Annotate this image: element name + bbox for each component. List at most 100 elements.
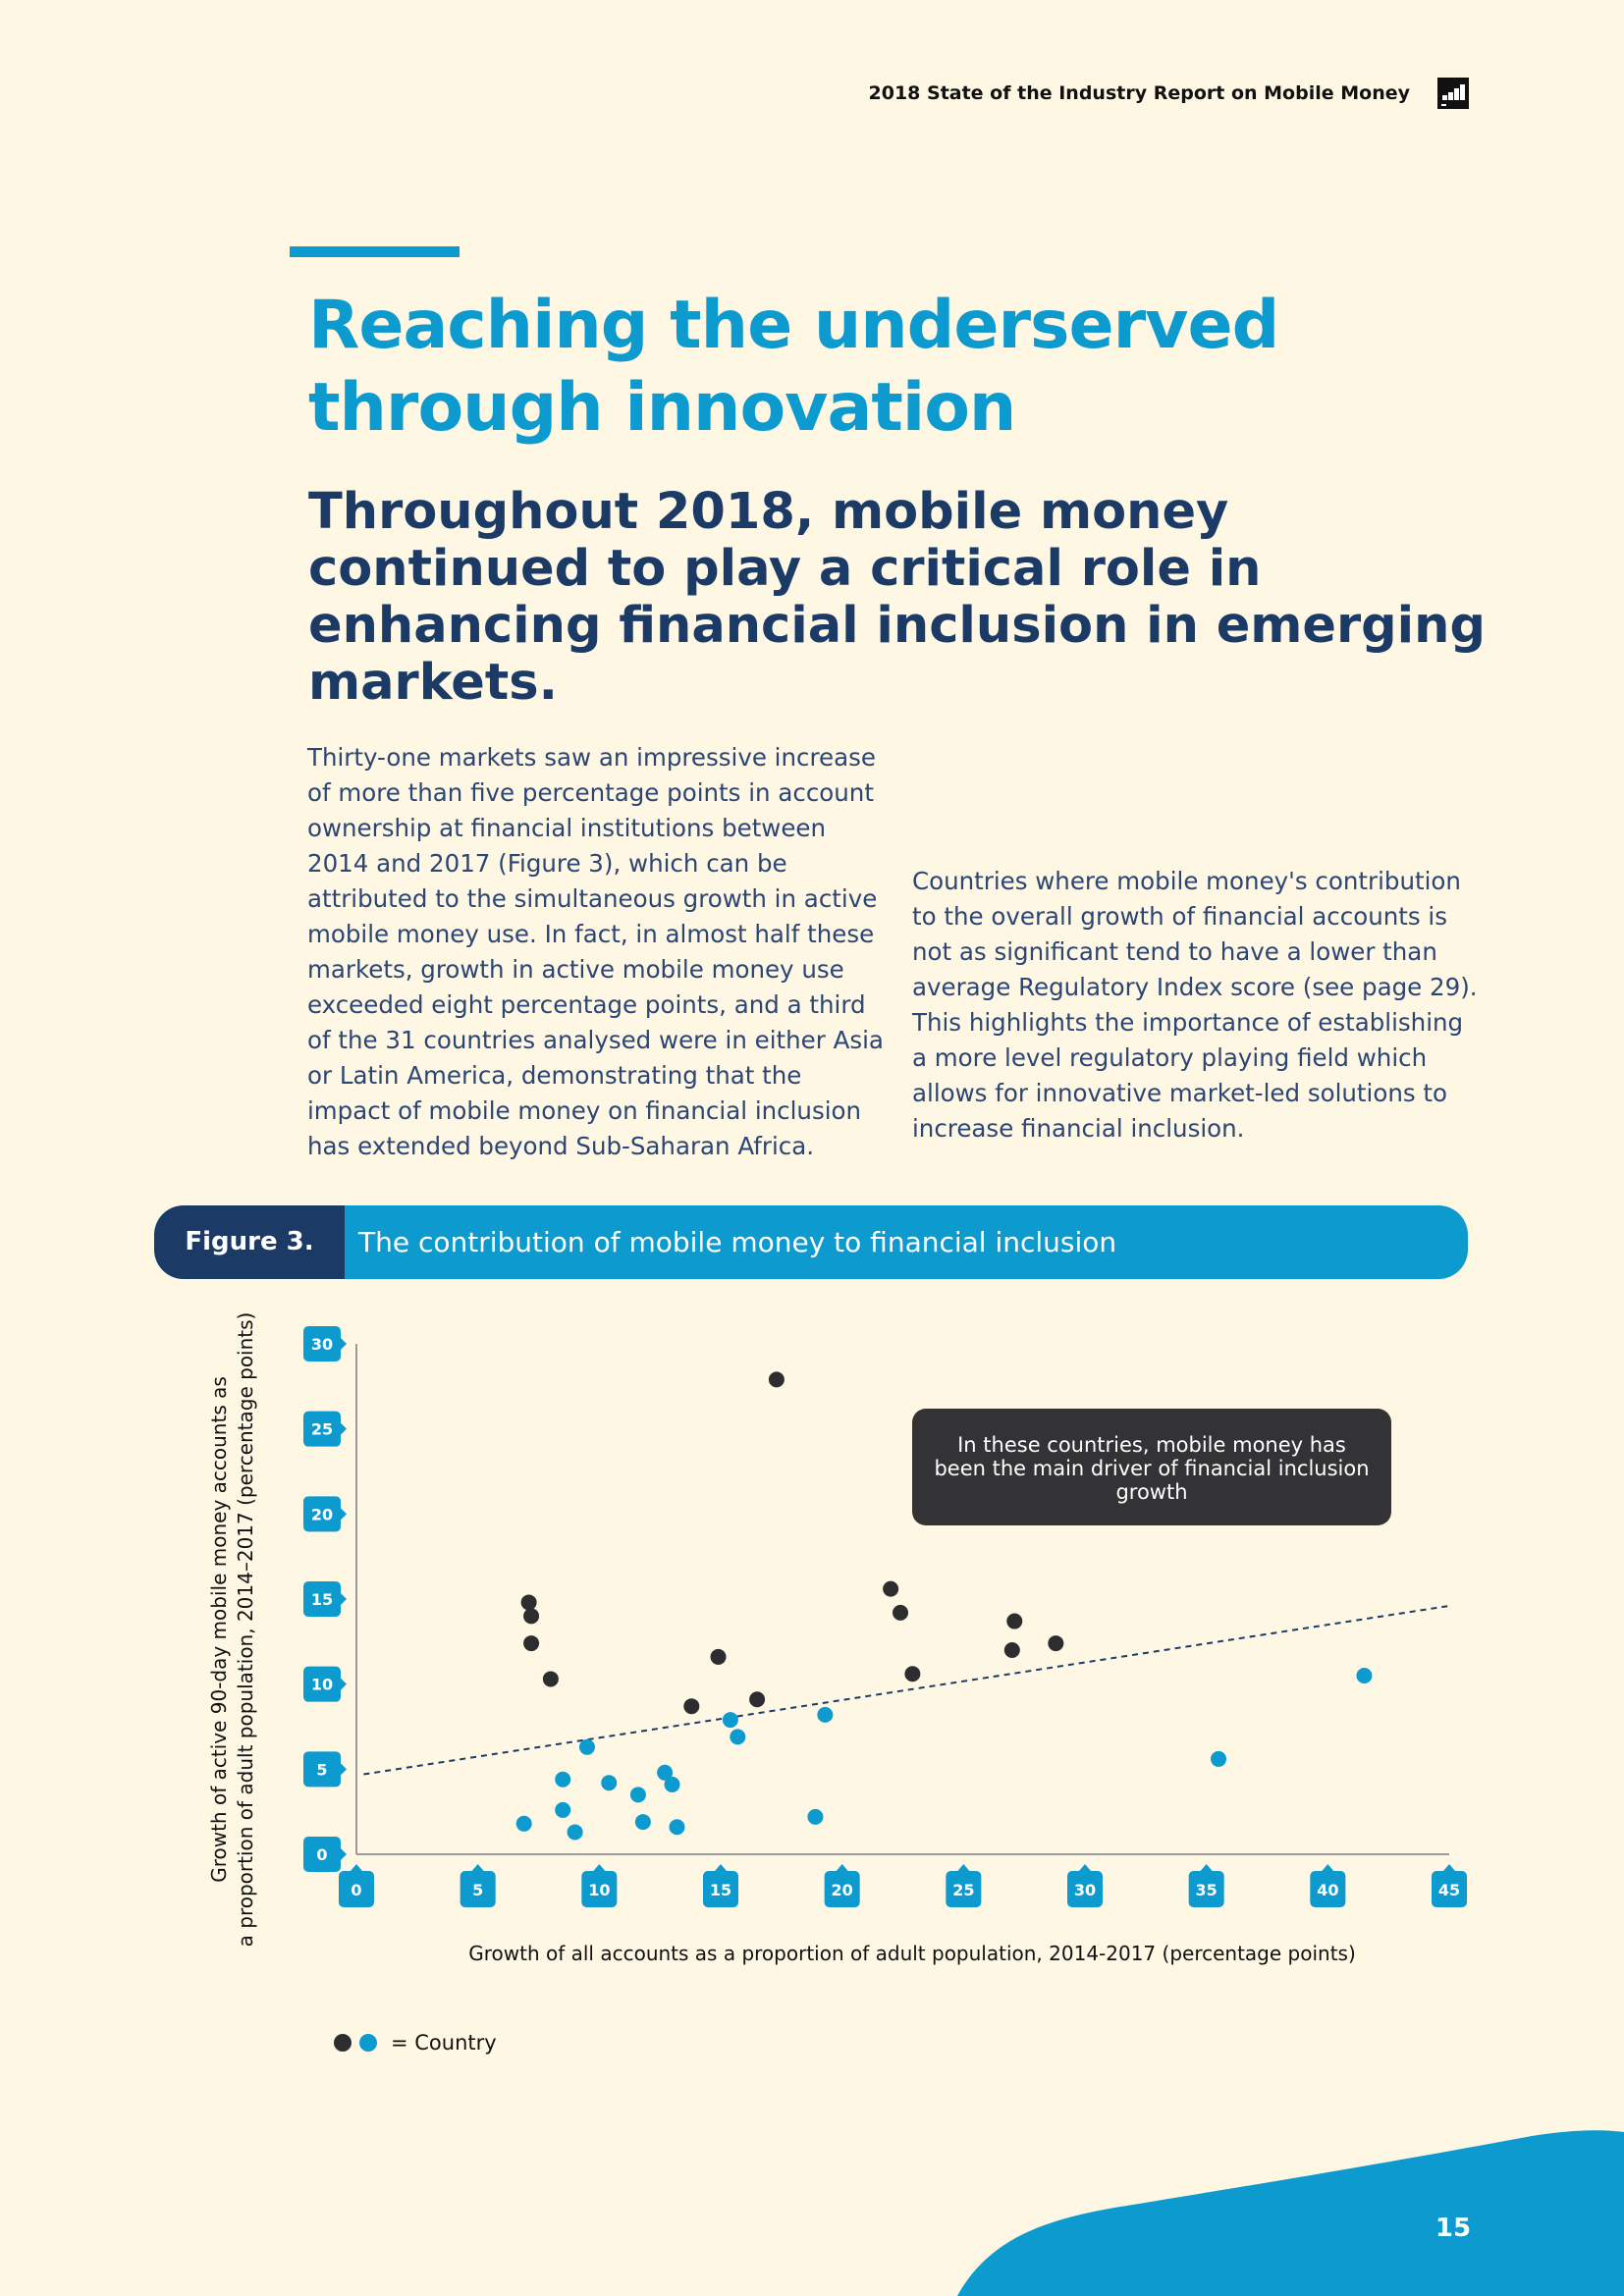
x-tick-45: 45 [1432, 1864, 1467, 1907]
x-tick-badge [581, 1871, 618, 1907]
x-tick-15: 15 [703, 1864, 738, 1907]
data-point-s0-8 [883, 1580, 899, 1597]
x-tick-label: 15 [710, 1881, 731, 1899]
y-tick-label: 30 [311, 1335, 333, 1354]
y-tick-label: 0 [316, 1845, 327, 1864]
x-tick-5: 5 [460, 1864, 496, 1907]
body-column-right: Countries where mobile money's contribut… [912, 740, 1482, 1162]
data-point-s1-11 [722, 1712, 738, 1729]
y-tick-label: 5 [316, 1760, 327, 1779]
page-title: Reaching the underserved through innovat… [308, 287, 1279, 447]
x-tick-arrow [1200, 1864, 1213, 1871]
x-tick-badge [703, 1871, 738, 1907]
data-point-s0-4 [683, 1698, 700, 1715]
figure-title: The contribution of mobile money to fina… [358, 1226, 1117, 1258]
x-tick-label: 45 [1438, 1881, 1460, 1899]
body-paragraph-2: Countries where mobile money's contribut… [912, 867, 1478, 1143]
y-tick-badge [303, 1411, 341, 1447]
gsma-logo-icon [1437, 78, 1469, 109]
y-tick-15: 15 [303, 1581, 347, 1617]
y-tick-10: 10 [303, 1666, 347, 1702]
data-point-s1-4 [578, 1738, 595, 1755]
x-tick-badge [1310, 1871, 1346, 1907]
x-tick-0: 0 [339, 1864, 374, 1907]
data-point-s1-14 [817, 1706, 834, 1723]
x-tick-label: 5 [472, 1881, 483, 1899]
page-subtitle: Throughout 2018, mobile money continued … [308, 483, 1486, 712]
x-tick-badge [824, 1871, 860, 1907]
y-tick-arrow [341, 1593, 347, 1605]
y-tick-20: 20 [303, 1496, 347, 1532]
data-point-s1-16 [1356, 1668, 1373, 1683]
y-tick-arrow [341, 1338, 347, 1350]
data-point-s0-2 [523, 1635, 540, 1652]
x-tick-arrow [1443, 1864, 1455, 1871]
data-point-s1-1 [555, 1771, 571, 1788]
body-paragraph-1: Thirty-one markets saw an impressive inc… [307, 743, 884, 1160]
x-tick-35: 35 [1188, 1864, 1224, 1907]
y-tick-arrow [341, 1678, 347, 1690]
x-tick-arrow [471, 1864, 484, 1871]
data-point-s0-0 [520, 1594, 537, 1611]
y-tick-label: 10 [311, 1676, 333, 1694]
x-tick-30: 30 [1067, 1864, 1103, 1907]
y-tick-badge [303, 1581, 341, 1617]
y-tick-label: 25 [311, 1420, 333, 1439]
x-tick-arrow [1322, 1864, 1334, 1871]
y-tick-label: 15 [311, 1590, 333, 1609]
y-tick-badge [303, 1666, 341, 1702]
x-tick-label: 20 [832, 1881, 853, 1899]
x-tick-label: 30 [1074, 1881, 1096, 1899]
x-tick-badge [946, 1871, 982, 1907]
data-point-s0-12 [1006, 1613, 1023, 1629]
data-point-s1-12 [730, 1729, 746, 1745]
x-tick-label: 0 [351, 1881, 361, 1899]
data-point-s0-9 [893, 1604, 909, 1621]
title-accent-bar [290, 246, 460, 257]
data-point-s1-8 [657, 1764, 674, 1781]
y-tick-30: 30 [303, 1326, 347, 1362]
callout-box: In these countries, mobile money has bee… [912, 1409, 1391, 1525]
x-tick-badge [339, 1871, 374, 1907]
x-tick-10: 10 [581, 1864, 618, 1907]
y-tick-arrow [341, 1763, 347, 1776]
data-point-s0-11 [1003, 1642, 1020, 1658]
x-tick-label: 25 [952, 1881, 974, 1899]
x-tick-arrow [957, 1864, 970, 1871]
data-point-s1-9 [664, 1776, 680, 1792]
y-tick-25: 25 [303, 1411, 347, 1447]
x-tick-arrow [593, 1864, 606, 1871]
x-tick-badge [1188, 1871, 1224, 1907]
y-tick-badge [303, 1496, 341, 1532]
body-column-left: Thirty-one markets saw an impressive inc… [307, 740, 887, 1180]
y-tick-badge [303, 1326, 341, 1362]
x-tick-label: 35 [1196, 1881, 1218, 1899]
data-point-s0-7 [768, 1371, 785, 1388]
y-axis-label-line-1: Growth of active 90-day mobile money acc… [207, 1376, 231, 1883]
y-tick-arrow [341, 1848, 347, 1860]
report-title: 2018 State of the Industry Report on Mob… [868, 82, 1410, 104]
x-tick-label: 40 [1317, 1881, 1338, 1899]
x-tick-arrow [1079, 1864, 1091, 1871]
data-point-s1-0 [515, 1815, 532, 1832]
x-tick-badge [1067, 1871, 1103, 1907]
data-point-s1-7 [634, 1814, 651, 1831]
y-tick-badge [303, 1837, 341, 1872]
y-tick-badge [303, 1751, 341, 1788]
data-point-s1-6 [629, 1787, 646, 1803]
legend-blue-dot [359, 2034, 377, 2052]
y-tick-label: 20 [311, 1505, 333, 1523]
data-point-s0-6 [749, 1691, 766, 1708]
legend-text: = Country [391, 2031, 497, 2055]
data-point-s0-5 [710, 1648, 727, 1665]
x-axis-label: Growth of all accounts as a proportion o… [468, 1942, 1356, 1965]
x-tick-40: 40 [1310, 1864, 1346, 1907]
data-point-s1-3 [567, 1824, 583, 1841]
x-tick-arrow [351, 1864, 362, 1871]
data-point-s1-10 [669, 1819, 685, 1836]
x-tick-arrow [836, 1864, 848, 1871]
legend-dark-dot [334, 2034, 352, 2052]
x-tick-badge [1432, 1871, 1467, 1907]
